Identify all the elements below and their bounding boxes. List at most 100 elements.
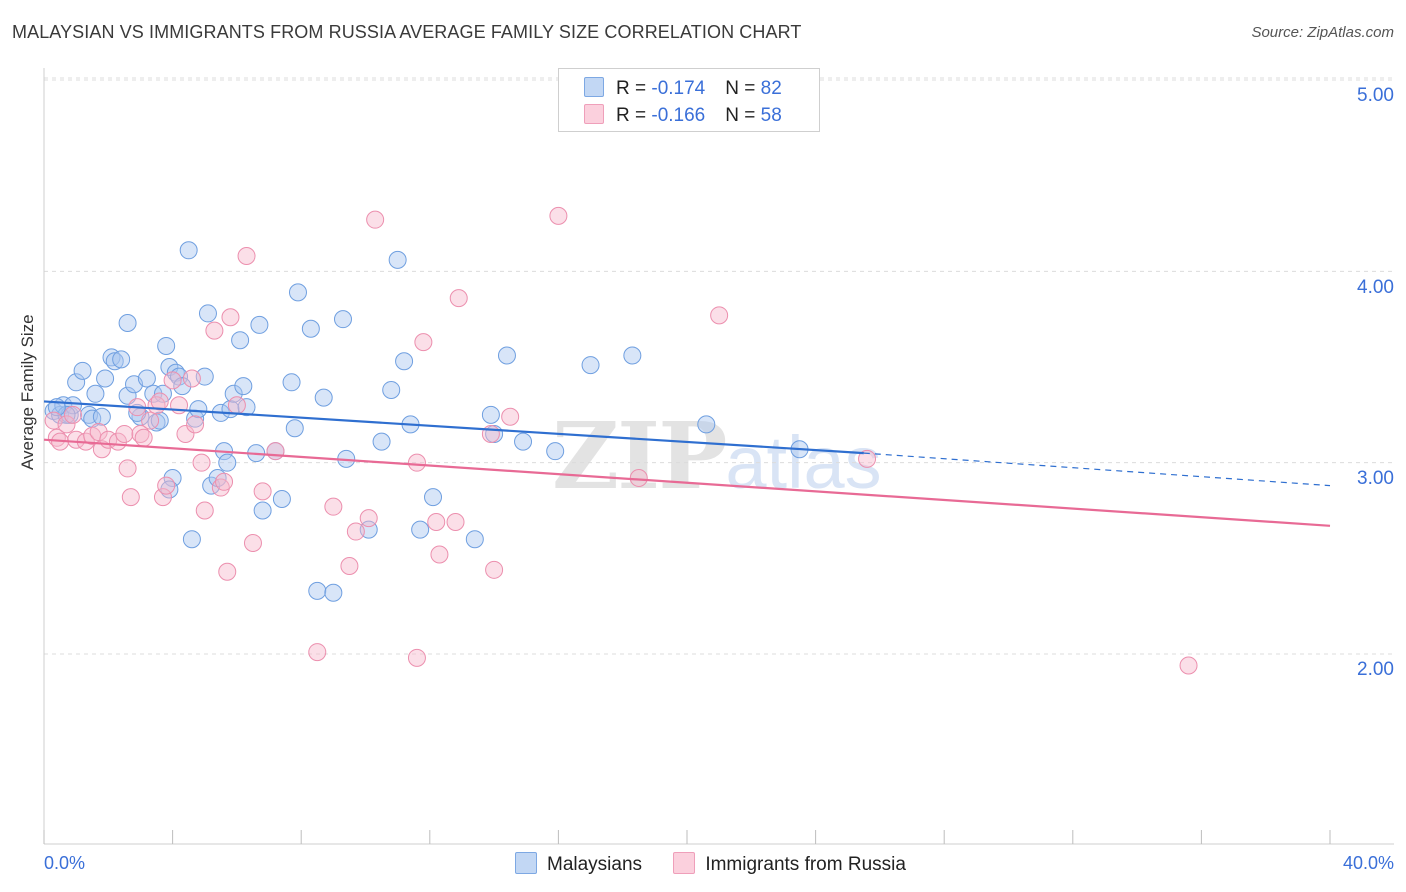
data-point-malaysians bbox=[137, 369, 156, 388]
data-point-malaysians bbox=[372, 432, 391, 451]
data-point-malaysians bbox=[179, 241, 198, 260]
data-point-russia bbox=[195, 501, 214, 520]
data-point-malaysians bbox=[272, 490, 291, 509]
data-point-russia bbox=[57, 415, 76, 434]
data-point-russia bbox=[115, 424, 134, 443]
legend: R = -0.174 N = 82 R = -0.166 N = 58 bbox=[558, 68, 820, 132]
data-point-malaysians bbox=[224, 384, 243, 403]
data-point-malaysians bbox=[218, 453, 237, 472]
data-point-russia bbox=[858, 449, 877, 468]
data-point-russia bbox=[549, 206, 568, 225]
data-point-russia bbox=[359, 509, 378, 528]
data-point-russia bbox=[176, 424, 195, 443]
data-point-malaysians bbox=[546, 442, 565, 461]
data-point-russia bbox=[121, 488, 140, 507]
legend-swatch-pink bbox=[584, 104, 604, 124]
data-point-malaysians bbox=[395, 352, 414, 371]
legend-item-malaysians: Malaysians bbox=[515, 852, 642, 876]
data-point-russia bbox=[141, 411, 160, 430]
data-point-malaysians bbox=[96, 369, 115, 388]
data-point-russia bbox=[485, 560, 504, 579]
data-point-russia bbox=[118, 459, 137, 478]
data-point-russia bbox=[63, 405, 82, 424]
data-point-russia bbox=[227, 396, 246, 415]
data-point-malaysians bbox=[92, 407, 111, 426]
data-point-russia bbox=[157, 476, 176, 495]
data-point-russia bbox=[710, 306, 729, 325]
data-point-russia bbox=[237, 247, 256, 266]
data-point-malaysians bbox=[173, 377, 192, 396]
data-point-malaysians bbox=[253, 501, 272, 520]
legend-swatch-blue bbox=[584, 77, 604, 97]
data-point-malaysians bbox=[67, 373, 86, 392]
data-point-malaysians bbox=[163, 468, 182, 487]
y-tick-label: 2.00 bbox=[1357, 659, 1394, 680]
data-point-malaysians bbox=[388, 250, 407, 269]
data-point-russia bbox=[211, 478, 230, 497]
series-russia bbox=[44, 206, 1198, 675]
data-point-malaysians bbox=[250, 315, 269, 334]
data-point-malaysians bbox=[285, 419, 304, 438]
data-point-malaysians bbox=[465, 530, 484, 549]
data-point-malaysians bbox=[314, 388, 333, 407]
trend-line-russia bbox=[43, 438, 1331, 527]
y-tick-label: 4.00 bbox=[1357, 277, 1394, 298]
data-point-russia bbox=[218, 562, 237, 581]
data-point-russia bbox=[205, 321, 224, 340]
bottom-legend: Malaysians Immigrants from Russia bbox=[515, 852, 932, 876]
data-point-malaysians bbox=[324, 583, 343, 602]
data-point-malaysians bbox=[118, 313, 137, 332]
data-point-russia bbox=[430, 545, 449, 564]
y-axis-label: Average Family Size bbox=[18, 314, 37, 470]
data-point-malaysians bbox=[198, 304, 217, 323]
data-point-russia bbox=[501, 407, 520, 426]
series-malaysians bbox=[44, 241, 809, 602]
data-point-russia bbox=[308, 643, 327, 662]
legend-row-russia: R = -0.166 N = 58 bbox=[584, 104, 782, 127]
data-point-russia bbox=[192, 453, 211, 472]
data-point-malaysians bbox=[581, 356, 600, 375]
data-point-russia bbox=[449, 289, 468, 308]
r-value: -0.166 bbox=[651, 105, 706, 126]
trend-line-malaysians-projection bbox=[863, 452, 1331, 487]
trend-lines bbox=[43, 400, 1331, 527]
data-point-malaysians bbox=[308, 581, 327, 600]
data-point-malaysians bbox=[382, 380, 401, 399]
axes bbox=[43, 68, 1394, 845]
data-point-russia bbox=[414, 333, 433, 352]
data-point-malaysians bbox=[105, 352, 124, 371]
data-point-russia bbox=[163, 371, 182, 390]
data-point-malaysians bbox=[514, 432, 533, 451]
data-point-malaysians bbox=[424, 488, 443, 507]
data-point-malaysians bbox=[234, 377, 253, 396]
y-tick-label: 3.00 bbox=[1357, 468, 1394, 489]
data-point-malaysians bbox=[411, 520, 430, 539]
data-point-malaysians bbox=[189, 400, 208, 419]
data-point-russia bbox=[266, 442, 285, 461]
data-point-malaysians bbox=[333, 310, 352, 329]
data-point-malaysians bbox=[63, 396, 82, 415]
y-tick-label: 5.00 bbox=[1357, 85, 1394, 106]
data-point-malaysians bbox=[118, 386, 137, 405]
data-point-malaysians bbox=[231, 331, 250, 350]
data-point-malaysians bbox=[301, 319, 320, 338]
data-point-malaysians bbox=[481, 405, 500, 424]
legend-swatch-blue bbox=[515, 852, 537, 874]
source-label: Source: ZipAtlas.com bbox=[1251, 24, 1394, 41]
data-point-malaysians bbox=[697, 415, 716, 434]
data-point-russia bbox=[446, 512, 465, 531]
n-value: 58 bbox=[760, 105, 782, 126]
data-point-russia bbox=[92, 440, 111, 459]
data-point-malaysians bbox=[150, 411, 169, 430]
data-point-russia bbox=[1179, 656, 1198, 675]
x-tick-label: 40.0% bbox=[1342, 853, 1394, 873]
trend-line-malaysians bbox=[43, 400, 864, 455]
data-point-russia bbox=[629, 468, 648, 487]
data-point-russia bbox=[324, 497, 343, 516]
data-point-russia bbox=[481, 424, 500, 443]
data-point-malaysians bbox=[157, 336, 176, 355]
grid-lines bbox=[44, 77, 1394, 655]
chart-title: MALAYSIAN VS IMMIGRANTS FROM RUSSIA AVER… bbox=[12, 22, 802, 42]
data-point-malaysians bbox=[288, 283, 307, 302]
